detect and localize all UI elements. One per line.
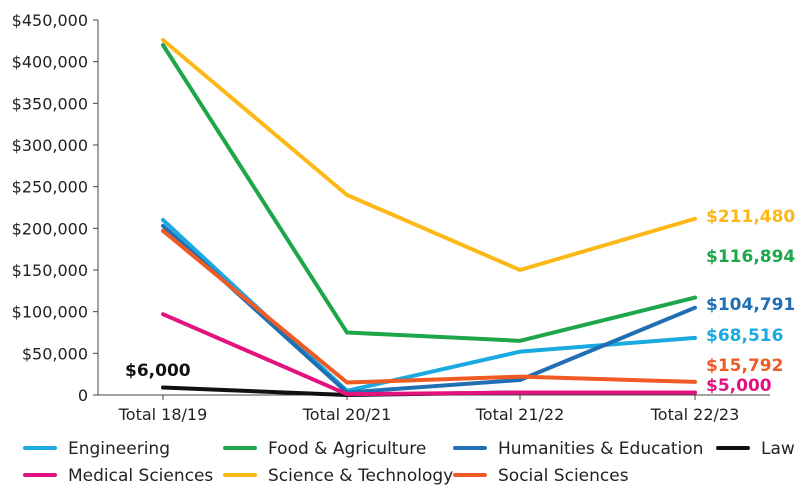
end-label-science-and-technology: $211,480 [706,207,795,227]
chart-axes: 0 $50,000 $100,000 $150,000 $200,000 $250,000… [12,11,770,424]
x-tick-label: Total 18/19 [118,405,208,424]
chart-data-labels: $68,516 $116,894 $104,791 $6,000 $5,000 $211,… [125,207,795,396]
y-tick-label: $100,000 [12,303,88,322]
series-line-science-and-technology [161,38,697,272]
legend-label-science-and-technology: Science & Technology [268,466,453,486]
y-tick-label: 0 [78,386,88,405]
x-tick-label: Total 22/23 [650,405,740,424]
chart-lines [161,38,697,397]
y-tick-label: $50,000 [22,344,88,363]
legend-label-engineering: Engineering [68,439,170,459]
x-tick-label: Total 21/22 [475,405,565,424]
end-label-food-and-agriculture: $116,894 [706,247,795,267]
y-tick-label: $450,000 [12,11,88,30]
end-label-humanities-and-education: $104,791 [706,295,795,315]
y-tick-label: $350,000 [12,94,88,113]
legend-label-social-sciences: Social Sciences [498,466,629,486]
end-label-social-sciences: $15,792 [706,356,783,376]
end-label-medical-sciences: $5,000 [706,376,772,396]
series-line-medical-sciences [161,312,697,397]
legend-label-food-and-agriculture: Food & Agriculture [268,439,426,459]
start-label-law: $6,000 [125,361,191,381]
series-line-humanities-and-education [161,223,697,395]
y-tick-label: $200,000 [12,219,88,238]
chart-legend: Engineering Food & Agriculture Humanities … [23,439,795,486]
y-tick-label: $300,000 [12,136,88,155]
y-tick-label: $150,000 [12,261,88,280]
series-line-social-sciences [161,228,697,385]
legend-label-law: Law [761,439,795,459]
y-tick-label: $400,000 [12,53,88,72]
legend-label-humanities-and-education: Humanities & Education [498,439,703,459]
x-tick-label: Total 20/21 [302,405,392,424]
legend-label-medical-sciences: Medical Sciences [68,466,213,486]
series-line-food-and-agriculture [161,43,697,343]
end-label-engineering: $68,516 [706,326,783,346]
y-tick-label: $250,000 [12,178,88,197]
series-line-engineering [161,218,697,393]
